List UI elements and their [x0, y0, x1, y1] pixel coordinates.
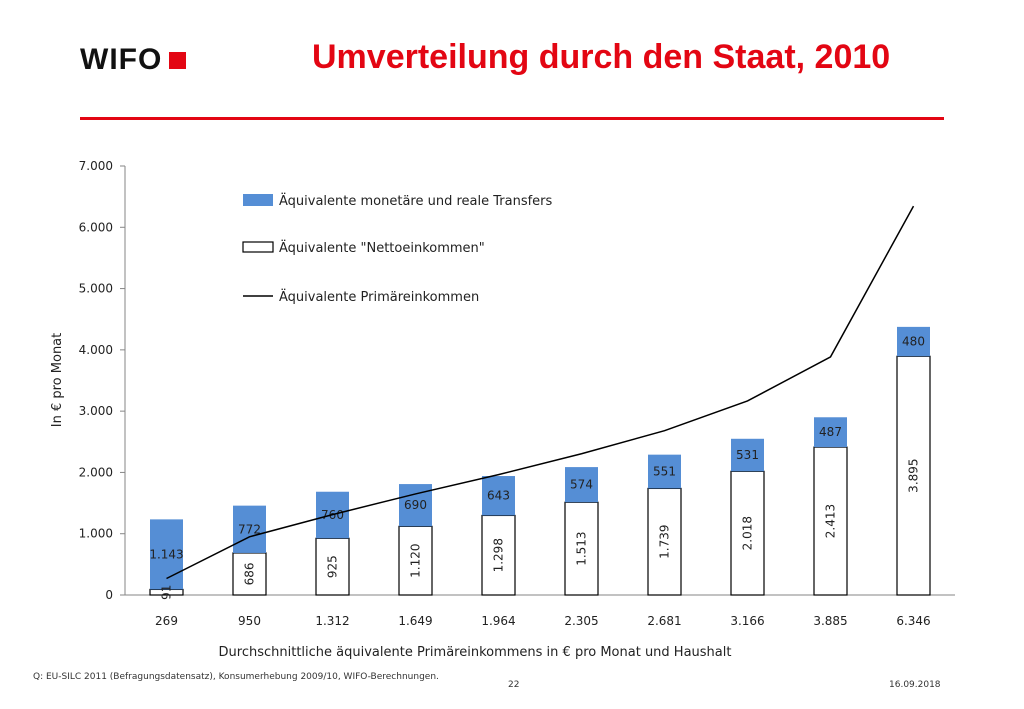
x-axis-title: Durchschnittliche äquivalente Primäreink… [219, 645, 732, 660]
x-tick-label: 2.681 [647, 614, 681, 628]
logo-square-icon [169, 51, 187, 69]
x-tick-label: 6.346 [896, 614, 930, 628]
bar-transfers [565, 467, 598, 503]
bar-nettoeinkommen [813, 446, 848, 596]
bar-transfers [897, 326, 930, 357]
bar-transfers [482, 476, 515, 516]
y-tick-label: 2.000 [79, 465, 113, 479]
y-tick-label: 4.000 [79, 343, 113, 357]
y-tick-label: 1.000 [79, 527, 113, 541]
transfers-data-label: 531 [736, 448, 759, 462]
x-tick-label: 1.312 [315, 614, 349, 628]
x-tick-label: 950 [238, 614, 261, 628]
bar-nettoeinkommen [647, 487, 682, 596]
bar-transfers [233, 505, 266, 553]
x-tick-label: 3.885 [813, 614, 847, 628]
transfers-data-label: 480 [902, 335, 925, 349]
nettoeinkommen-data-label: 3.895 [907, 458, 921, 492]
transfers-data-label: 772 [238, 522, 261, 536]
transfers-data-label: 487 [819, 425, 842, 439]
y-axis-title: In € pro Monat [50, 333, 65, 427]
nettoeinkommen-data-label: 1.739 [658, 525, 672, 559]
nettoeinkommen-data-label: 2.413 [824, 504, 838, 538]
nettoeinkommen-data-label: 686 [243, 563, 257, 586]
bar-nettoeinkommen [896, 355, 931, 596]
x-tick-label: 2.305 [564, 614, 598, 628]
bar-transfers [814, 417, 847, 448]
x-tick-label: 269 [155, 614, 178, 628]
transfers-data-label: 1.143 [149, 547, 183, 561]
bar-nettoeinkommen [315, 537, 350, 596]
bar-nettoeinkommen [730, 470, 765, 596]
y-tick-label: 0 [105, 588, 113, 602]
transfers-data-label: 643 [487, 489, 510, 503]
page-title: Umverteilung durch den Staat, 2010 [312, 38, 891, 76]
nettoeinkommen-data-label: 925 [326, 555, 340, 578]
legend-swatch-nettoeinkommen [242, 241, 274, 253]
nettoeinkommen-data-label: 1.298 [492, 538, 506, 572]
source-note: Q: EU-SILC 2011 (Befragungsdatensatz), K… [33, 672, 439, 682]
footer-date: 16.09.2018 [889, 680, 941, 690]
legend-swatch-transfers [243, 194, 273, 206]
transfers-data-label: 574 [570, 478, 593, 492]
legend-label: Äquivalente monetäre und reale Transfers [279, 193, 553, 209]
transfers-data-label: 551 [653, 465, 676, 479]
y-tick-label: 7.000 [79, 159, 113, 173]
y-tick-label: 6.000 [79, 220, 113, 234]
x-tick-label: 1.964 [481, 614, 515, 628]
title-divider [80, 117, 944, 120]
page-number: 22 [508, 680, 520, 690]
bar-transfers [648, 454, 681, 489]
line-primaereinkommen [166, 205, 915, 580]
legend-label: Äquivalente "Nettoeinkommen" [279, 240, 485, 256]
bar-transfers [731, 438, 764, 472]
bar-nettoeinkommen [564, 501, 599, 596]
legend-label: Äquivalente Primäreinkommen [279, 289, 479, 305]
logo-text: WIFO [80, 43, 163, 76]
wifo-logo: WIFO [80, 43, 187, 76]
nettoeinkommen-data-label: 91 [160, 585, 174, 600]
x-tick-label: 3.166 [730, 614, 764, 628]
nettoeinkommen-data-label: 1.513 [575, 531, 589, 565]
bar-nettoeinkommen [481, 514, 516, 596]
nettoeinkommen-data-label: 1.120 [409, 544, 423, 578]
y-tick-label: 5.000 [79, 282, 113, 296]
bar-nettoeinkommen [232, 552, 267, 596]
transfers-data-label: 690 [404, 498, 427, 512]
y-tick-label: 3.000 [79, 404, 113, 418]
nettoeinkommen-data-label: 2.018 [741, 516, 755, 550]
x-tick-label: 1.649 [398, 614, 432, 628]
